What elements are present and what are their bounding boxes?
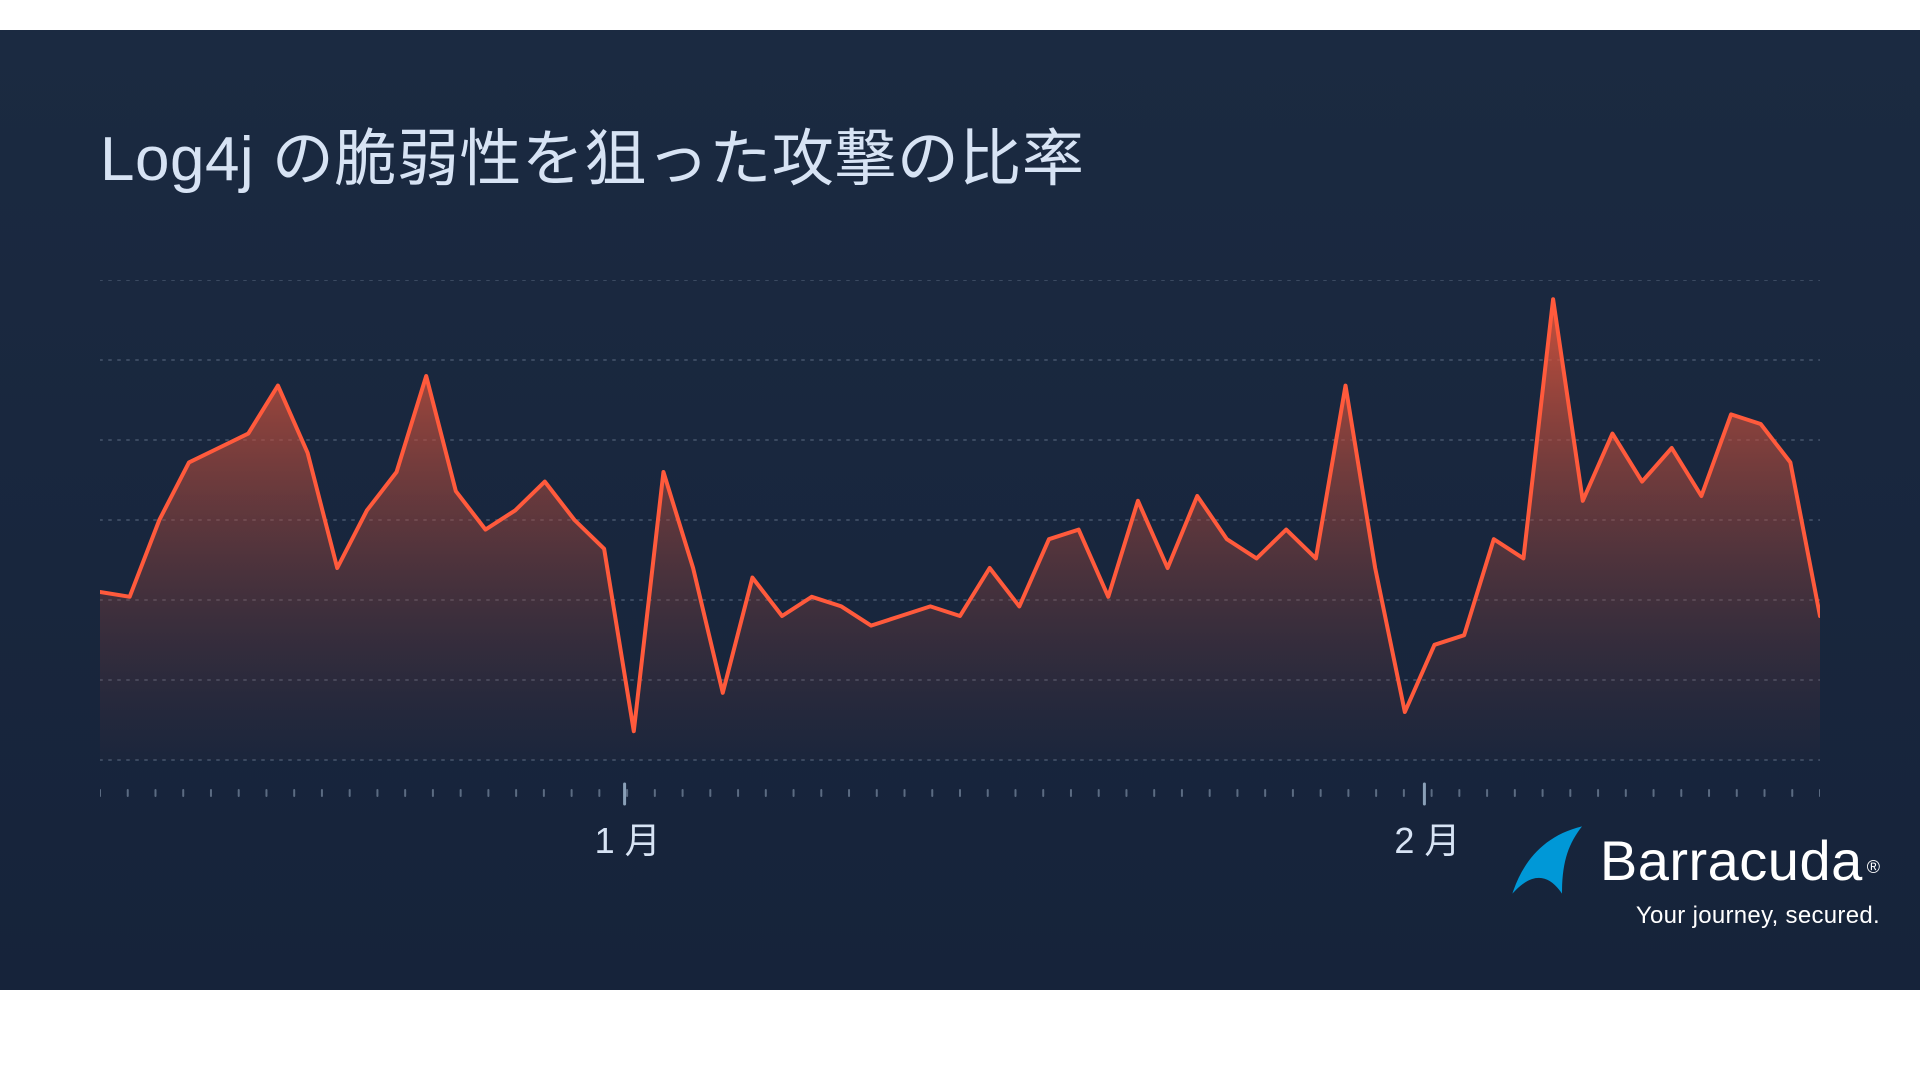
registered-mark: ® — [1867, 857, 1880, 877]
brand-logo-row: Barracuda® — [1506, 820, 1880, 900]
slide-panel: Log4j の脆弱性を狙った攻撃の比率 1 月 2 月 Barracuda® Y… — [0, 30, 1920, 990]
brand-logo: Barracuda® Your journey, secured. — [1506, 820, 1880, 930]
letterbox-top — [0, 0, 1920, 30]
chart-svg — [100, 280, 1820, 840]
brand-name: Barracuda® — [1600, 828, 1880, 893]
brand-name-text: Barracuda — [1600, 829, 1863, 892]
brand-tagline: Your journey, secured. — [1506, 902, 1880, 930]
attack-rate-chart — [100, 280, 1820, 800]
xaxis-label-feb: 2 月 — [1394, 812, 1460, 864]
xaxis-label-jan: 1 月 — [595, 812, 661, 864]
page-title: Log4j の脆弱性を狙った攻撃の比率 — [100, 108, 1084, 198]
stage: Log4j の脆弱性を狙った攻撃の比率 1 月 2 月 Barracuda® Y… — [0, 0, 1920, 1080]
barracuda-fin-icon — [1506, 820, 1586, 900]
